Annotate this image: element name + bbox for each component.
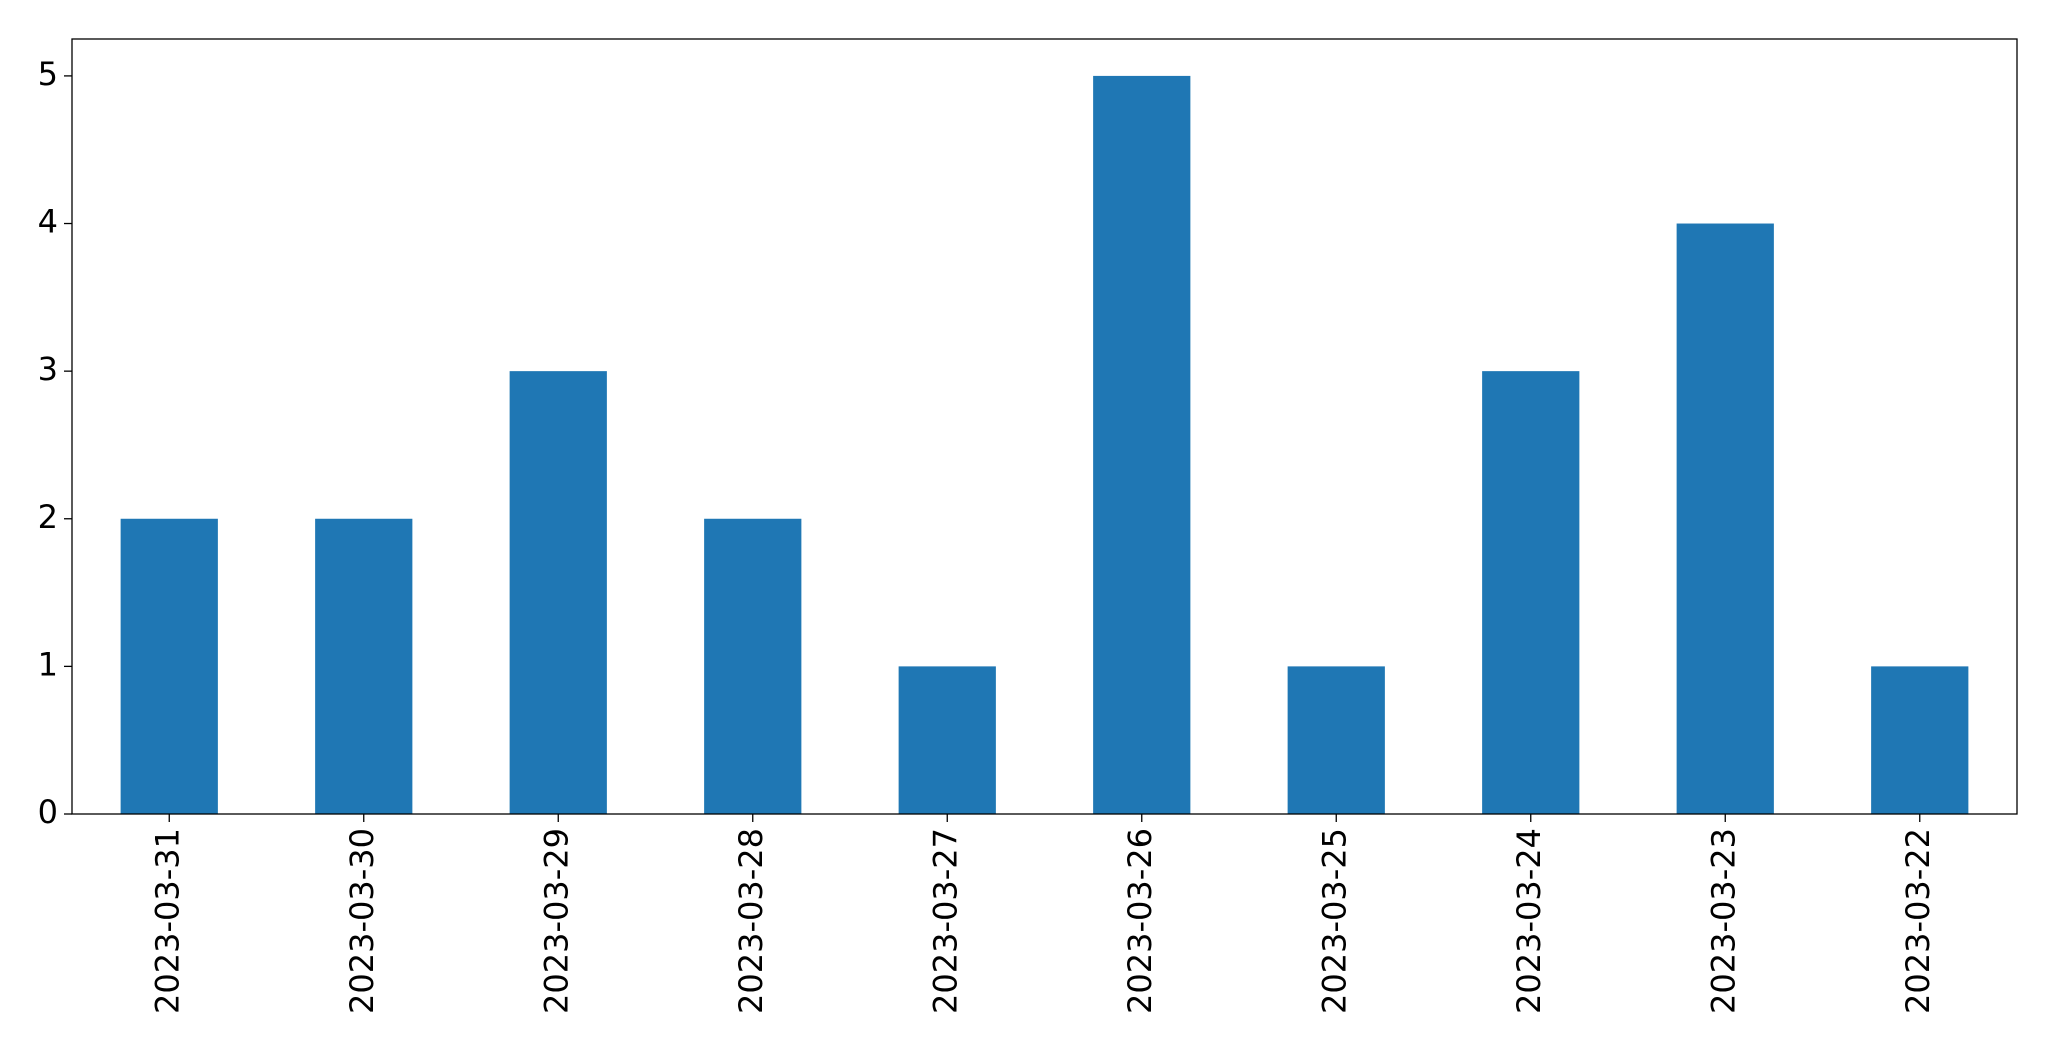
y-tick-label: 2 xyxy=(38,498,58,536)
x-tick-label: 2023-03-26 xyxy=(1121,828,1159,1014)
bar xyxy=(1871,666,1969,814)
x-tick-label: 2023-03-22 xyxy=(1899,828,1937,1014)
bar xyxy=(898,666,996,814)
x-tick-label: 2023-03-24 xyxy=(1510,828,1548,1014)
x-tick-label: 2023-03-31 xyxy=(148,828,186,1014)
bar xyxy=(120,518,218,814)
y-tick-label: 3 xyxy=(38,350,58,388)
bar xyxy=(509,371,607,814)
y-tick-label: 0 xyxy=(38,793,58,831)
bar xyxy=(1093,75,1191,814)
x-tick-label: 2023-03-30 xyxy=(343,828,381,1014)
x-tick-label: 2023-03-23 xyxy=(1704,828,1742,1014)
bar xyxy=(315,518,413,814)
y-tick-label: 4 xyxy=(38,203,58,241)
x-tick-label: 2023-03-29 xyxy=(537,828,575,1014)
x-tick-label: 2023-03-28 xyxy=(732,828,770,1014)
x-tick-label: 2023-03-25 xyxy=(1315,828,1353,1014)
y-tick-label: 5 xyxy=(38,55,58,93)
plot-frame xyxy=(71,38,2018,815)
bar xyxy=(1482,371,1580,814)
bar xyxy=(1287,666,1385,814)
bar xyxy=(704,518,802,814)
bar xyxy=(1676,223,1774,814)
y-tick-label: 1 xyxy=(38,645,58,683)
x-tick-label: 2023-03-27 xyxy=(926,828,964,1014)
